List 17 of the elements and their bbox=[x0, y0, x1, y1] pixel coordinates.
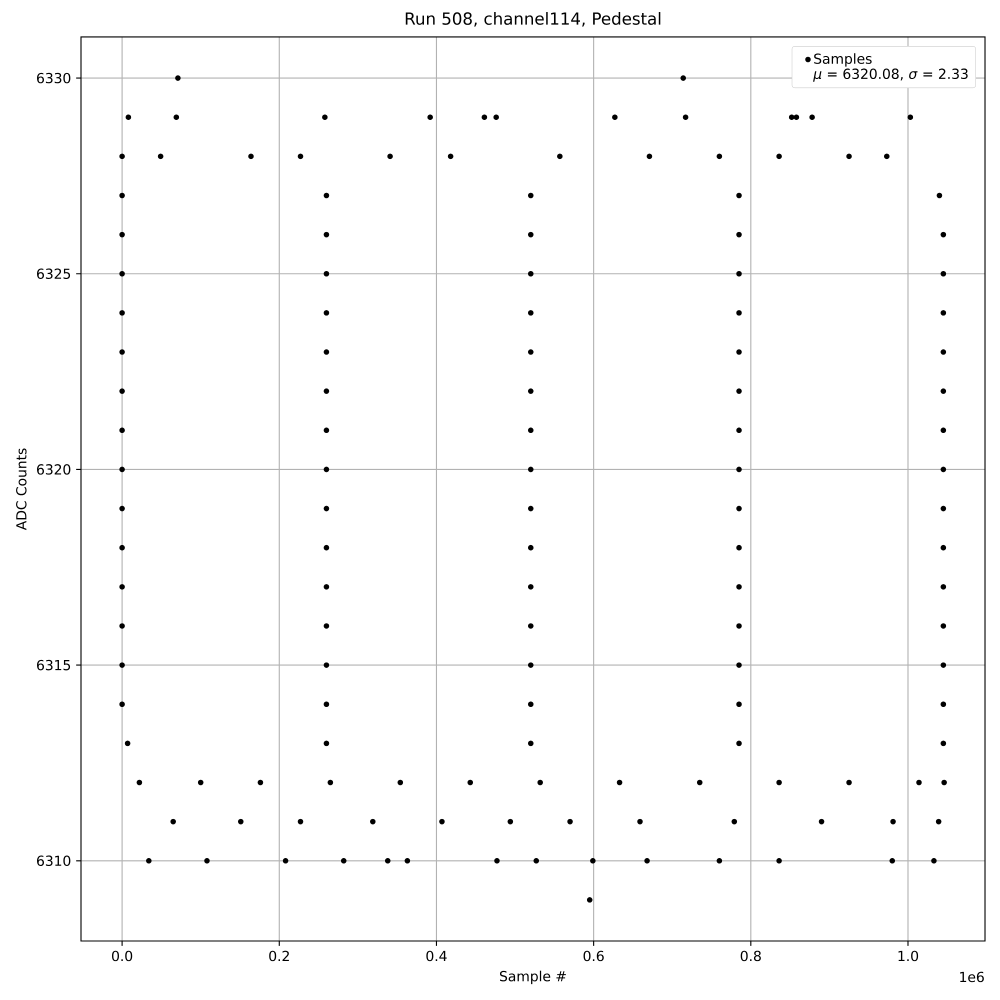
x-tick-label: 0.6 bbox=[584, 950, 604, 962]
x-tick-label: 0.0 bbox=[112, 950, 132, 962]
y-tick-label: 6310 bbox=[37, 856, 70, 866]
y-tick-label: 6330 bbox=[37, 72, 70, 84]
x-tick-label: 0.2 bbox=[269, 950, 289, 962]
x-tick-label: 0.8 bbox=[740, 950, 761, 962]
x-axis-title: Sample # bbox=[500, 970, 566, 984]
y-tick-label: 6315 bbox=[37, 660, 70, 670]
x-tick-label: 1.0 bbox=[898, 950, 918, 962]
annotation: μ = 6320.08, σ = 2.33 bbox=[813, 68, 968, 82]
y-tick-label: 6320 bbox=[37, 464, 70, 475]
chart-title: Run 508, channel114, Pedestal bbox=[406, 12, 660, 27]
x-tick-label: 0.4 bbox=[426, 950, 447, 962]
text: 1e6 bbox=[960, 972, 984, 982]
legend-label: Samples bbox=[814, 53, 872, 67]
y-tick-label: 6325 bbox=[37, 268, 70, 279]
y-axis-title: ADC Counts bbox=[16, 448, 27, 530]
